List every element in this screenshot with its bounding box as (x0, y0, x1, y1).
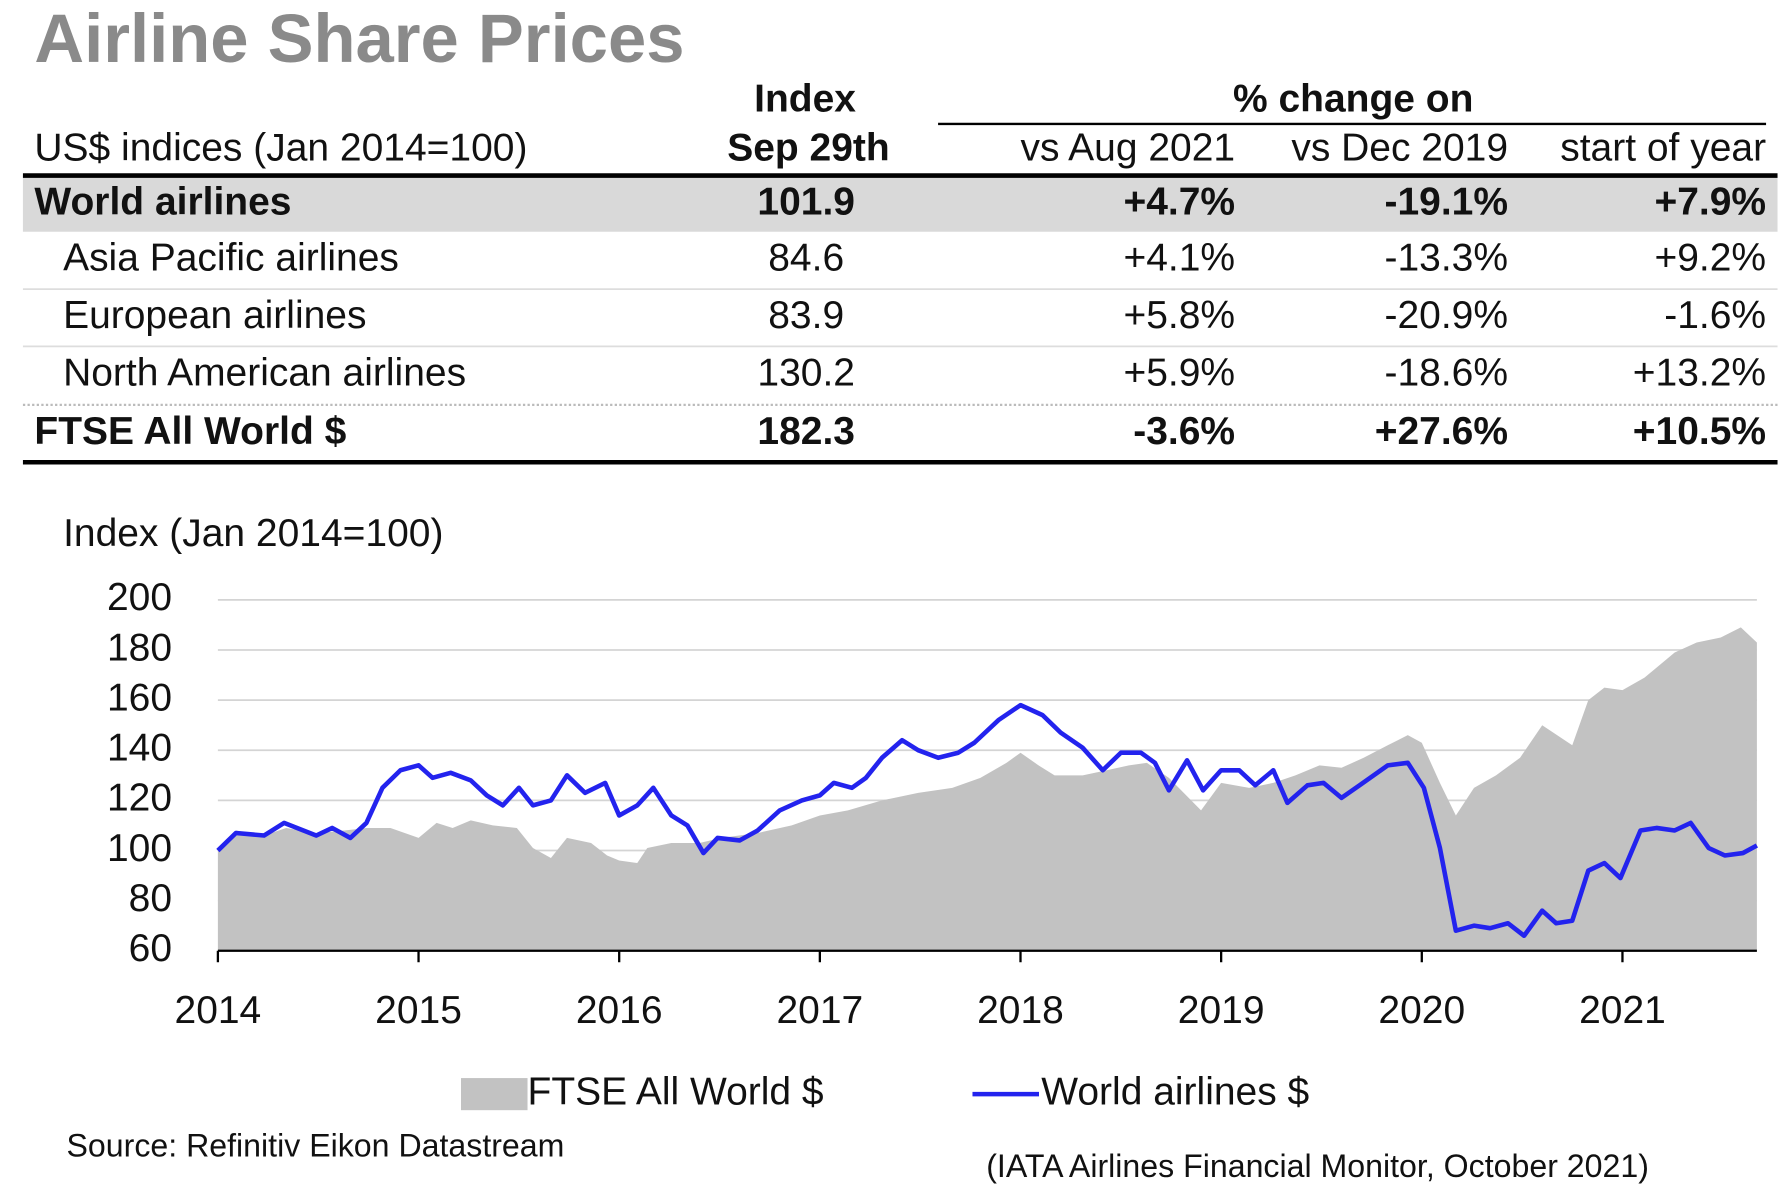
legend-label: World airlines $ (1041, 1070, 1309, 1113)
y-tick-label: 200 (107, 576, 172, 619)
header-col: vs Aug 2021 (1021, 127, 1236, 170)
header-index: Index (754, 77, 856, 120)
cell: -20.9% (1385, 294, 1509, 337)
y-tick-label: 160 (107, 676, 172, 719)
y-tick-label: 80 (129, 877, 172, 920)
cell: 130.2 (757, 351, 855, 394)
y-tick-label: 180 (107, 626, 172, 669)
cell: -19.1% (1385, 181, 1509, 224)
plot: 60 80 100 120 140 160 180 200 2014 2015 2016 2017 20… (107, 576, 1758, 1032)
x-tick-label: 2014 (175, 989, 262, 1032)
header-group: % change on (1233, 77, 1473, 120)
note: (IATA Airlines Financial Monitor, Octobe… (986, 1148, 1649, 1184)
header-subtitle: US$ indices (Jan 2014=100) (34, 127, 527, 170)
header-col: vs Dec 2019 (1291, 127, 1508, 170)
line (216, 702, 1758, 939)
x-tick-label: 2015 (375, 989, 462, 1032)
y-tick-label: 140 (107, 727, 172, 770)
y-axis-title: Index (Jan 2014=100) (63, 512, 443, 555)
cell: +5.8% (1123, 294, 1235, 337)
cell: -18.6% (1385, 351, 1509, 394)
cell: +4.1% (1123, 237, 1235, 280)
cell: +27.6% (1375, 410, 1508, 453)
cell: +9.2% (1654, 237, 1766, 280)
cell: -1.6% (1664, 294, 1766, 337)
row-label: North American airlines (63, 351, 466, 394)
cell: 83.9 (768, 294, 844, 337)
cell: -3.6% (1133, 410, 1235, 453)
row-label: FTSE All World $ (34, 410, 346, 453)
row-shade (22, 175, 1778, 232)
cell: 182.3 (757, 410, 855, 453)
row-label: European airlines (63, 294, 366, 337)
y-tick-label: 60 (129, 927, 172, 970)
row-label: Asia Pacific airlines (63, 237, 399, 280)
header-index-date: Sep 29th (727, 127, 890, 170)
cell: 101.9 (757, 181, 855, 224)
cell: 84.6 (768, 237, 844, 280)
cell: +7.9% (1654, 181, 1766, 224)
source: Source: Refinitiv Eikon Datastream (67, 1128, 565, 1164)
x-tick-label: 2020 (1378, 989, 1465, 1032)
cell: +13.2% (1633, 351, 1766, 394)
cell: +4.7% (1123, 181, 1235, 224)
title: Airline Share Prices (34, 0, 684, 77)
cell: +5.9% (1123, 351, 1235, 394)
y-tick-label: 120 (107, 777, 172, 820)
table-rows: World airlines 101.9 +4.7% -19.1% +7.9% Asia … (34, 181, 1766, 453)
y-tick-label: 100 (107, 827, 172, 870)
area (217, 627, 1757, 951)
x-tick-label: 2018 (977, 989, 1064, 1032)
cell: -13.3% (1385, 237, 1509, 280)
cell: +10.5% (1633, 410, 1766, 453)
row-label: World airlines (34, 181, 291, 224)
legend-label: FTSE All World $ (528, 1070, 824, 1113)
legend-swatch (461, 1078, 528, 1111)
x-tick-label: 2019 (1178, 989, 1265, 1032)
x-tick-label: 2017 (776, 989, 863, 1032)
x-tick-label: 2021 (1579, 989, 1666, 1032)
header-col: start of year (1560, 127, 1766, 170)
x-tick-label: 2016 (576, 989, 663, 1032)
